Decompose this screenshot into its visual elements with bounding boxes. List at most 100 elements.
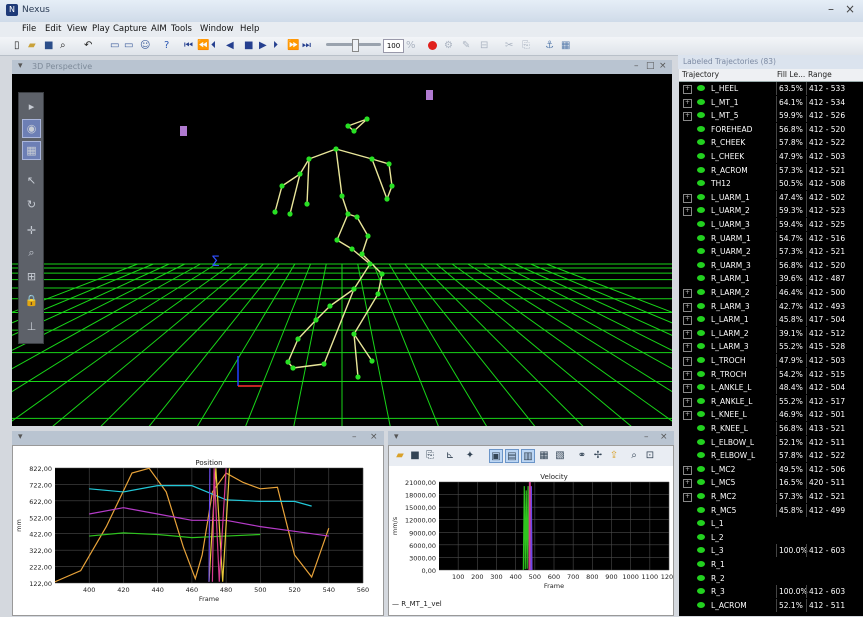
layout-icon[interactable]: ▭ (110, 40, 120, 51)
save-icon[interactable]: ■ (44, 40, 54, 51)
select-icon[interactable]: ↖ (26, 174, 37, 187)
layout-2-icon[interactable]: ▤ (505, 449, 519, 463)
copy-icon[interactable]: ⎘ (522, 40, 530, 51)
pane-close-icon[interactable]: × (370, 432, 378, 442)
menu-play[interactable]: Play (92, 24, 110, 34)
menu-help[interactable]: Help (240, 24, 260, 34)
trajectory-row[interactable]: + L_LARM_1 45.8% 417 - 504 (679, 313, 863, 327)
monitor-icon[interactable]: ▦ (561, 40, 571, 51)
ortho-view-icon[interactable]: ▦ (22, 141, 41, 160)
velocity-chart[interactable]: 21000,0018000,0015000,0012000,009000,006… (389, 446, 677, 615)
close-button[interactable]: × (845, 2, 856, 16)
trajectory-row[interactable]: R_UARM_3 56.8% 412 - 520 (679, 258, 863, 272)
trajectory-row[interactable]: R_UARM_2 57.3% 412 - 521 (679, 245, 863, 259)
menu-aim[interactable]: AIM (151, 24, 167, 34)
play-icon[interactable]: ▶ (259, 40, 267, 51)
trajectory-row[interactable]: FOREHEAD 56.8% 412 - 520 (679, 122, 863, 136)
expand-icon[interactable]: + (683, 207, 692, 217)
go-end-icon[interactable]: ⏭ (302, 40, 311, 51)
pane-minimize-icon[interactable]: – (634, 61, 639, 71)
expand-icon[interactable]: + (683, 465, 692, 475)
record-button[interactable] (428, 41, 437, 50)
people-icon[interactable]: ☺ (140, 40, 151, 51)
trajectory-row[interactable]: R_2 (679, 572, 863, 585)
expand-icon[interactable]: + (683, 329, 692, 339)
save-icon[interactable]: ■ (410, 450, 420, 461)
pane-minimize-icon[interactable]: – (352, 432, 357, 442)
step-back-icon[interactable]: ⏴ (211, 40, 216, 51)
expand-icon[interactable]: + (683, 493, 692, 502)
expand-icon[interactable]: + (683, 302, 692, 312)
trajectory-row[interactable]: + R_TROCH 54.2% 412 - 515 (679, 367, 863, 381)
expand-icon[interactable]: + (683, 397, 692, 407)
components-icon[interactable]: ✦ (465, 450, 475, 461)
trajectory-row[interactable]: + R_LARM_2 46.4% 412 - 500 (679, 286, 863, 299)
expand-icon[interactable]: + (683, 98, 692, 108)
trajectory-row[interactable]: + L_LARM_2 39.1% 412 - 512 (679, 326, 863, 340)
trajectory-row[interactable]: + L_MT_5 59.9% 412 - 526 (679, 109, 863, 123)
trajectory-row[interactable]: L_ACROM 52.1% 412 - 511 (679, 598, 863, 612)
step-forward-icon[interactable]: ⏵ (273, 40, 278, 51)
view3d-viewport[interactable]: Σ (12, 74, 672, 426)
fit-icon[interactable]: ⊞ (26, 270, 37, 283)
trajectory-row[interactable]: TH12 50.5% 412 - 508 (679, 177, 863, 191)
zoom-icon[interactable]: ⌕ (28, 246, 35, 259)
rotate-icon[interactable]: ↻ (26, 198, 37, 211)
expand-icon[interactable]: + (683, 357, 692, 366)
trajectory-row[interactable]: L_2 (679, 531, 863, 544)
expand-icon[interactable]: + (683, 411, 692, 421)
move-icon[interactable]: ✛ (26, 224, 37, 237)
menu-edit[interactable]: Edit (45, 24, 62, 34)
layout-3-icon[interactable]: ▥ (521, 449, 535, 463)
expand-icon[interactable]: + (683, 85, 692, 94)
trajectory-row[interactable]: + L_MC2 49.5% 412 - 506 (679, 462, 863, 476)
graph-type-icon[interactable]: ⊾ (445, 450, 455, 461)
folder-icon[interactable]: ▰ (396, 450, 404, 461)
position-chart[interactable]: 822,00 722,00 622,00 522,00 422,00 322,00 222,… (13, 446, 383, 615)
fast-forward-icon[interactable]: ⏩ (287, 40, 300, 51)
link-icon[interactable]: ⚭ (577, 450, 587, 461)
axis-icon[interactable]: ⊥ (26, 320, 37, 333)
pane-close-icon[interactable]: × (660, 432, 668, 442)
play-reverse-icon[interactable]: ◀ (226, 40, 234, 51)
trajectory-row[interactable]: + L_MC5 16.5% 420 - 511 (679, 476, 863, 490)
menu-view[interactable]: View (67, 24, 88, 34)
menu-capture[interactable]: Capture (113, 24, 147, 34)
trajectory-row[interactable]: L_CHEEK 47.9% 412 - 503 (679, 150, 863, 163)
fit-icon[interactable]: ⊡ (645, 450, 655, 461)
loop-icon[interactable]: % (406, 40, 416, 51)
new-file-icon[interactable]: ▯ (14, 40, 20, 51)
frame-slider-thumb[interactable] (352, 39, 359, 52)
trajectory-row[interactable]: + L_LARM_3 55.2% 415 - 528 (679, 340, 863, 354)
pane-minimize-icon[interactable]: – (644, 432, 649, 442)
trajectory-row[interactable]: L_UARM_3 59.4% 412 - 525 (679, 218, 863, 231)
trajectory-row[interactable]: R_KNEE_L 56.8% 413 - 521 (679, 422, 863, 435)
go-start-icon[interactable]: ⏮ (184, 40, 193, 51)
trajectory-row[interactable]: R_UARM_1 54.7% 412 - 516 (679, 231, 863, 245)
undo-icon[interactable]: ↶ (84, 40, 93, 51)
trajectory-row[interactable]: R_CHEEK 57.8% 412 - 522 (679, 136, 863, 150)
pane-menu-icon[interactable]: ▾ (18, 432, 23, 442)
minimize-button[interactable]: – (828, 2, 834, 16)
col-fill-level[interactable]: Fill Le... (777, 70, 806, 79)
trajectory-row[interactable]: + L_KNEE_L 46.9% 412 - 501 (679, 408, 863, 422)
copy-icon[interactable]: ⎘ (426, 450, 434, 461)
zoom-icon[interactable]: ⌕ (631, 450, 637, 461)
help-icon[interactable]: ? (164, 40, 170, 51)
expand-icon[interactable]: + (683, 193, 692, 203)
trajectory-row[interactable]: L_1 (679, 517, 863, 530)
layout-4-icon[interactable]: ▦ (539, 450, 549, 461)
expand-icon[interactable]: + (683, 479, 692, 489)
pane-menu-icon[interactable]: ▾ (394, 432, 399, 442)
trajectory-row[interactable]: R_1 (679, 558, 863, 571)
expand-icon[interactable]: + (683, 343, 692, 353)
expand-icon[interactable]: + (683, 316, 692, 326)
layout-5-icon[interactable]: ▧ (555, 450, 565, 461)
stop-icon[interactable]: ■ (244, 40, 254, 51)
pan-icon[interactable]: ▸ (28, 100, 35, 113)
filter-icon[interactable]: ⊟ (480, 40, 489, 51)
trajectory-row[interactable]: L_ELBOW_L 52.1% 412 - 511 (679, 435, 863, 449)
find-icon[interactable]: ⌕ (60, 40, 66, 51)
open-folder-icon[interactable]: ▰ (28, 40, 36, 51)
trajectory-row[interactable]: + L_UARM_1 47.4% 412 - 502 (679, 190, 863, 204)
